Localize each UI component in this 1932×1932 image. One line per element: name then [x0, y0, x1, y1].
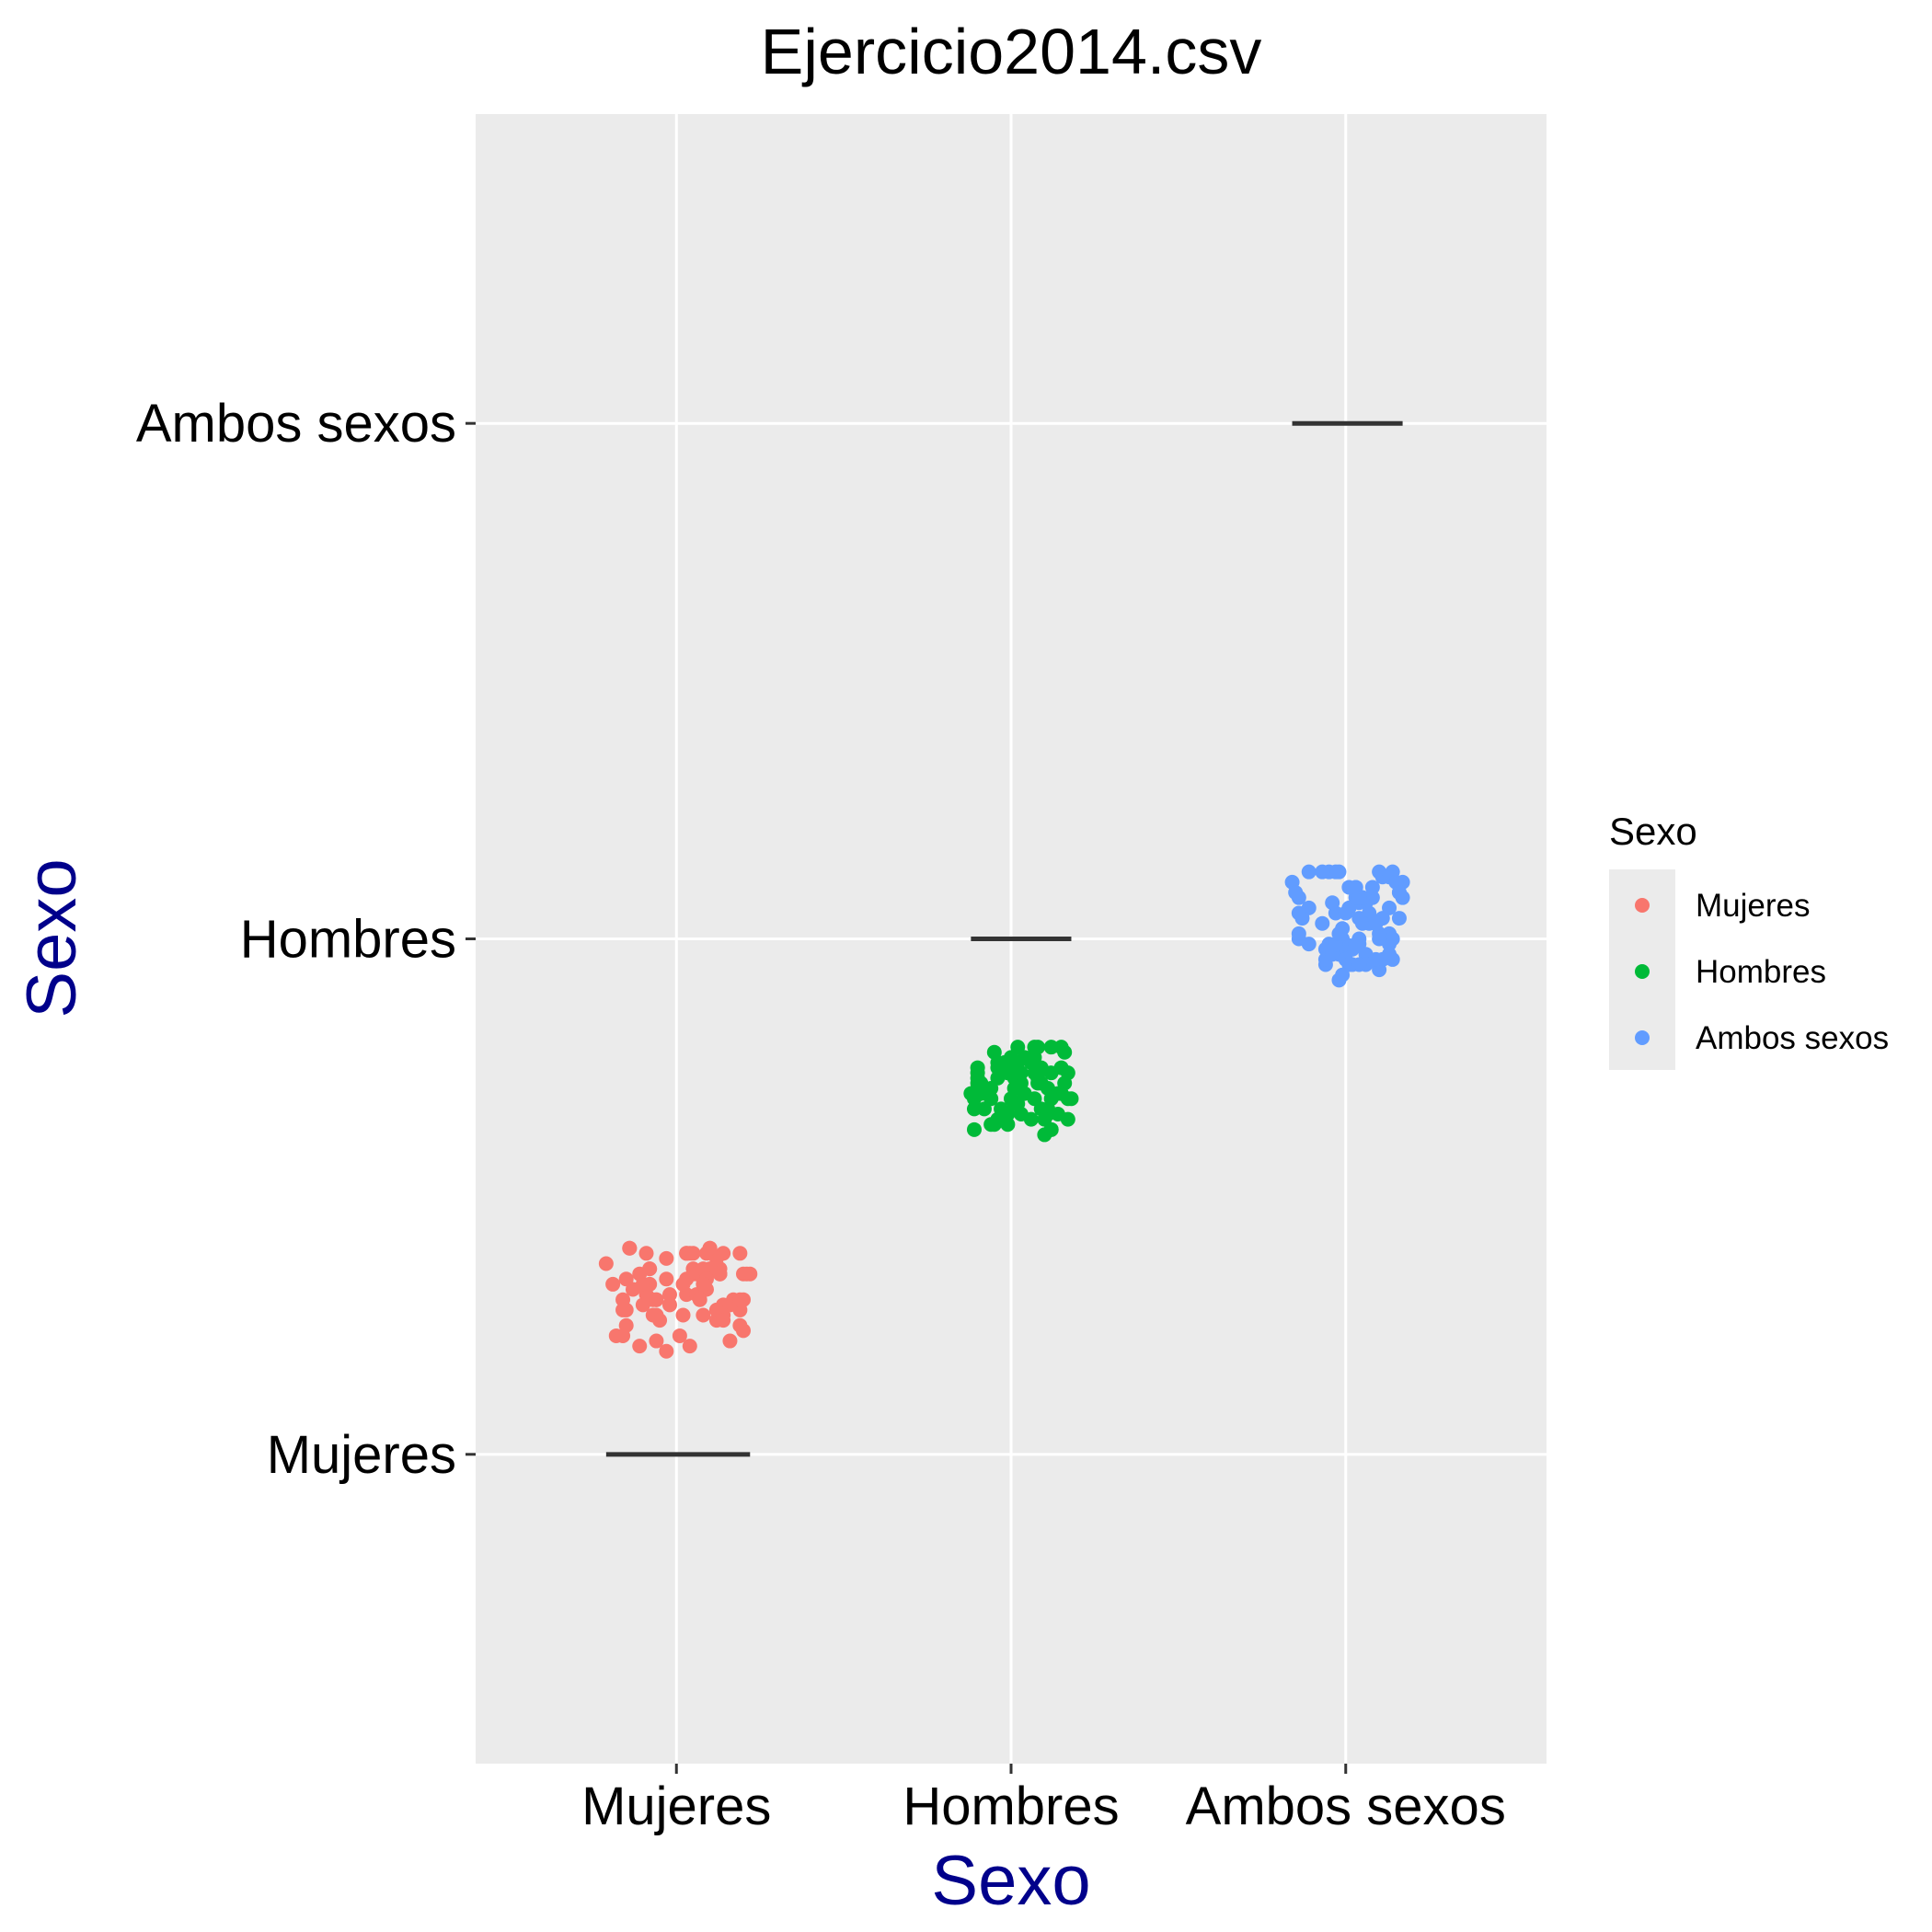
legend-label-mujeres: Mujeres	[1696, 888, 1810, 924]
point-ambos-sexos	[1385, 931, 1400, 947]
point-mujeres	[732, 1246, 748, 1261]
point-hombres	[1043, 1091, 1059, 1107]
point-ambos-sexos	[1368, 915, 1384, 931]
point-ambos-sexos	[1338, 905, 1353, 921]
point-ambos-sexos	[1368, 951, 1384, 967]
point-hombres	[970, 1060, 985, 1075]
point-ambos-sexos	[1348, 937, 1363, 952]
point-mujeres	[605, 1276, 621, 1292]
point-hombres	[1030, 1075, 1046, 1091]
point-hombres	[983, 1091, 999, 1107]
point-mujeres	[675, 1276, 691, 1292]
legend-key-hombres	[1635, 964, 1650, 979]
x-tick-label-mujeres: Mujeres	[581, 1777, 771, 1836]
point-mujeres	[696, 1276, 711, 1292]
point-mujeres	[659, 1343, 674, 1359]
point-ambos-sexos	[1301, 937, 1317, 952]
point-ambos-sexos	[1364, 880, 1380, 895]
legend-label-hombres: Hombres	[1696, 954, 1826, 990]
point-hombres	[996, 1107, 1012, 1122]
legend-key-ambos-sexos	[1635, 1030, 1650, 1045]
point-mujeres	[736, 1266, 751, 1282]
point-mujeres	[696, 1307, 711, 1323]
point-ambos-sexos	[1288, 885, 1304, 901]
point-hombres	[966, 1121, 982, 1137]
point-hombres	[1004, 1050, 1018, 1065]
point-hombres	[1013, 1075, 1029, 1091]
y-tick-label-ambos-sexos: Ambos sexos	[136, 394, 456, 454]
point-ambos-sexos	[1351, 957, 1367, 972]
y-tick-label-hombres: Hombres	[240, 910, 456, 970]
point-hombres	[1043, 1121, 1059, 1137]
data-points	[598, 864, 1410, 1359]
point-mujeres	[722, 1333, 738, 1349]
x-tick-label-ambos-sexos: Ambos sexos	[1186, 1777, 1506, 1836]
point-mujeres	[635, 1276, 650, 1292]
point-mujeres	[649, 1333, 664, 1349]
point-ambos-sexos	[1348, 880, 1363, 895]
point-mujeres	[598, 1256, 614, 1271]
x-axis-title: Sexo	[931, 1842, 1090, 1920]
point-hombres	[990, 1070, 1006, 1086]
point-mujeres	[661, 1287, 677, 1303]
point-ambos-sexos	[1301, 864, 1317, 880]
point-mujeres	[685, 1246, 701, 1261]
point-mujeres	[732, 1317, 748, 1333]
point-mujeres	[682, 1339, 697, 1354]
point-hombres	[966, 1101, 982, 1117]
point-mujeres	[632, 1339, 648, 1354]
point-mujeres	[675, 1307, 691, 1323]
point-mujeres	[702, 1240, 718, 1256]
point-ambos-sexos	[1391, 911, 1407, 926]
point-mujeres	[659, 1271, 674, 1287]
point-ambos-sexos	[1391, 885, 1407, 901]
point-hombres	[973, 1075, 989, 1091]
point-ambos-sexos	[1331, 926, 1347, 941]
legend-title: Sexo	[1609, 810, 1697, 853]
median-lines	[605, 420, 1403, 1457]
x-tick-label-hombres: Hombres	[903, 1777, 1119, 1836]
point-ambos-sexos	[1382, 947, 1397, 962]
y-tick-label-mujeres: Mujeres	[267, 1425, 456, 1485]
point-hombres	[1030, 1040, 1046, 1055]
point-ambos-sexos	[1315, 915, 1330, 931]
point-mujeres	[642, 1261, 658, 1277]
point-hombres	[1013, 1065, 1029, 1081]
legend-key-mujeres	[1635, 898, 1650, 913]
point-hombres	[1053, 1040, 1069, 1055]
point-hombres	[1060, 1065, 1075, 1081]
point-mujeres	[652, 1313, 668, 1328]
point-hombres	[986, 1117, 1002, 1133]
point-mujeres	[615, 1292, 631, 1307]
point-hombres	[1023, 1054, 1039, 1070]
point-mujeres	[659, 1250, 674, 1266]
point-mujeres	[732, 1292, 748, 1307]
point-hombres	[1013, 1107, 1029, 1122]
point-ambos-sexos	[1328, 864, 1343, 880]
point-mujeres	[615, 1302, 631, 1317]
point-mujeres	[716, 1313, 731, 1328]
point-ambos-sexos	[1315, 864, 1330, 880]
point-ambos-sexos	[1291, 905, 1306, 921]
y-axis-title: Sexo	[13, 858, 91, 1018]
point-ambos-sexos	[1335, 967, 1351, 983]
axes: Mujeres Hombres Ambos sexos Mujeres Hombres A…	[136, 394, 1506, 1836]
point-hombres	[1060, 1091, 1075, 1107]
point-mujeres	[672, 1328, 687, 1343]
point-mujeres	[661, 1297, 677, 1313]
point-mujeres	[638, 1246, 654, 1261]
legend-label-ambos-sexos: Ambos sexos	[1696, 1020, 1889, 1056]
point-ambos-sexos	[1354, 915, 1370, 931]
legend: Sexo Mujeres Hombres Ambos sexos	[1609, 810, 1889, 1070]
point-mujeres	[615, 1328, 631, 1343]
point-mujeres	[622, 1240, 638, 1256]
point-mujeres	[649, 1292, 664, 1307]
point-ambos-sexos	[1325, 895, 1340, 911]
point-mujeres	[692, 1292, 707, 1307]
chart-title: Ejercicio2014.csv	[761, 16, 1262, 87]
